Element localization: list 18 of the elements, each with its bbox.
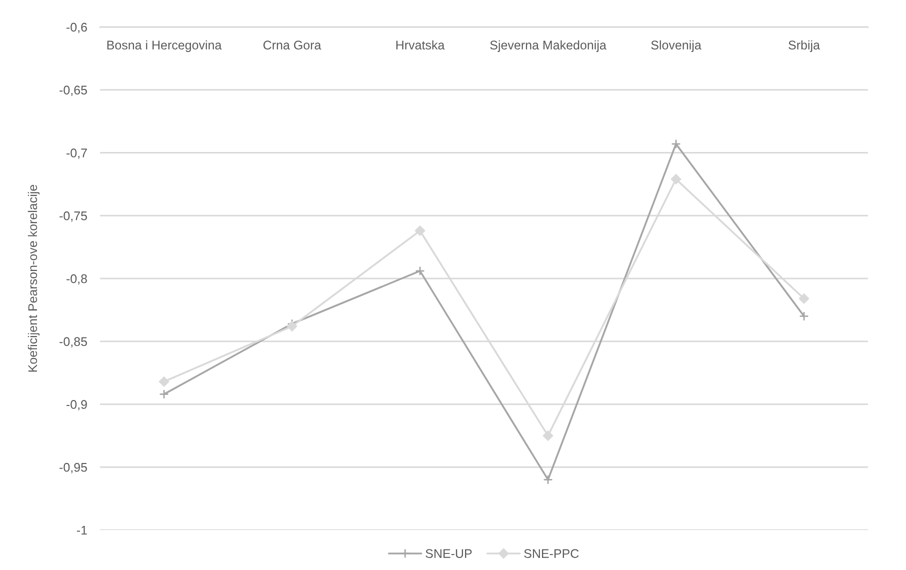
x-tick-label: Crna Gora [263,40,322,50]
x-tick-label: Sjeverna Makedonija [490,40,606,52]
y-tick-label: -0,85 [60,337,87,348]
y-axis-title: Koeficijent Pearson-ove korelacije [28,184,40,372]
y-tick-label: -0,6 [66,22,87,34]
y-tick-label: -0,95 [60,462,87,474]
x-tick-label: Slovenija [651,40,702,52]
y-tick-label: -0,7 [66,148,87,159]
y-tick-label: -0,9 [66,400,87,410]
x-tick-label: Bosna i Hercegovina [107,40,222,52]
legend-label: SNE-UP [426,549,472,558]
y-tick-label: -0,8 [66,274,87,285]
y-tick-label: -1 [76,526,87,535]
y-tick-label: -0,65 [60,86,87,96]
x-tick-label: Hrvatska [396,40,445,50]
x-tick-label: Srbija [788,40,820,52]
y-tick-label: -0,75 [60,211,87,222]
legend-label: SNE-PPC [524,549,579,558]
